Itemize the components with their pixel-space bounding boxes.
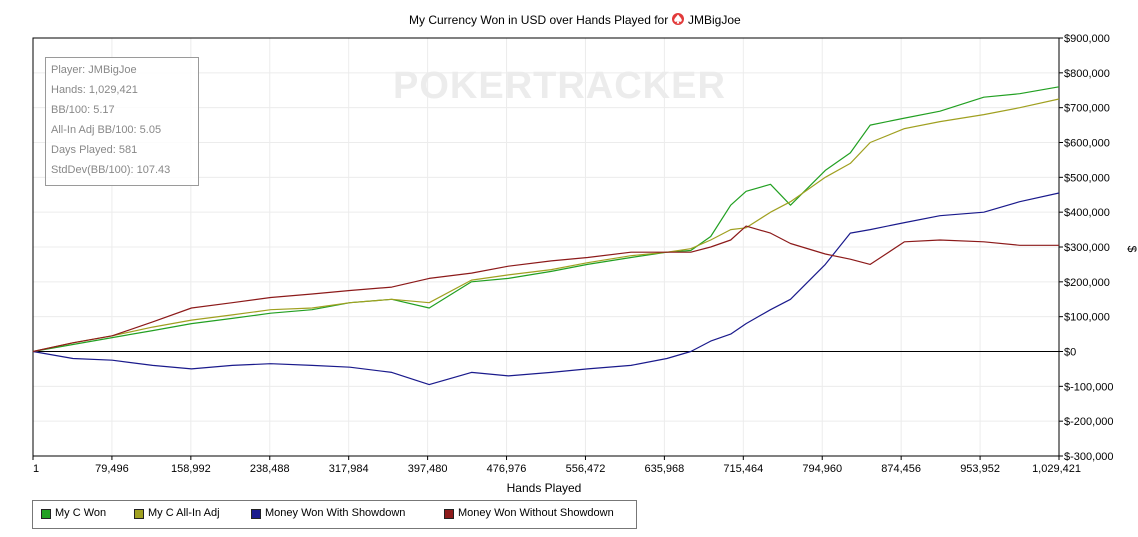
x-axis-ticks: 1 79,496 158,992 238,488 317,984 397,480 476,9…: [32, 456, 1081, 475]
legend-label: My C All-In Adj: [148, 507, 220, 519]
y-tick-label: $100,000: [1064, 312, 1110, 324]
y-axis-ticks: $900,000 $800,000 $700,000 $600,000 $500,000…: [1059, 33, 1114, 463]
series-line-money-won-with-showdown: [32, 192, 1060, 386]
x-tick-label: 794,960: [802, 463, 842, 475]
y-tick-label: $600,000: [1064, 138, 1110, 150]
stats-days-played: Days Played: 581: [51, 144, 138, 156]
spade-icon: [672, 13, 684, 25]
legend-label: My C Won: [55, 507, 107, 519]
watermark-logo: POKERTRACKER: [393, 65, 726, 107]
x-tick-label: 874,456: [881, 463, 921, 475]
legend-swatch: [134, 509, 144, 519]
x-tick-label: 158,992: [171, 463, 211, 475]
x-axis-label: Hands Played: [507, 481, 582, 495]
x-tick-label: 953,952: [960, 463, 1000, 475]
y-tick-label: $900,000: [1064, 33, 1110, 45]
stats-player: Player: JMBigJoe: [51, 64, 137, 76]
legend: My C Won My C All-In Adj Money Won With …: [32, 500, 637, 529]
y-tick-label: $-100,000: [1064, 381, 1114, 393]
stats-hands: Hands: 1,029,421: [51, 84, 138, 96]
x-tick-label: 79,496: [95, 463, 129, 475]
y-tick-label: $500,000: [1064, 172, 1110, 184]
legend-swatch: [41, 509, 51, 519]
chart-title: My Currency Won in USD over Hands Played…: [409, 13, 668, 27]
series-layer: [32, 86, 1060, 386]
x-tick-label: 715,464: [723, 463, 763, 475]
y-tick-label: $200,000: [1064, 277, 1110, 289]
legend-swatch: [251, 509, 261, 519]
x-tick-label: 476,976: [487, 463, 527, 475]
y-tick-label: $800,000: [1064, 68, 1110, 80]
y-tick-label: $-300,000: [1064, 451, 1114, 463]
x-tick-label: 397,480: [408, 463, 448, 475]
x-tick-label: 635,968: [645, 463, 685, 475]
legend-label: Money Won Without Showdown: [458, 507, 614, 519]
chart-title-player: JMBigJoe: [688, 13, 741, 27]
x-tick-label: 556,472: [566, 463, 606, 475]
legend-label: Money Won With Showdown: [265, 507, 406, 519]
y-axis-label: $: [1125, 246, 1138, 253]
stats-bb100: BB/100: 5.17: [51, 104, 115, 116]
y-tick-label: $300,000: [1064, 242, 1110, 254]
stats-box: Player: JMBigJoe Hands: 1,029,421 BB/100…: [45, 57, 199, 186]
x-tick-label: 317,984: [329, 463, 369, 475]
series-line-my-c-won: [32, 86, 1060, 353]
series-line-my-c-all-in-adj: [32, 98, 1060, 353]
x-tick-label: 1,029,421: [1032, 463, 1081, 475]
stats-allin-bb100: All-In Adj BB/100: 5.05: [51, 124, 162, 136]
y-tick-label: $700,000: [1064, 103, 1110, 115]
x-tick-label: 1: [33, 463, 39, 475]
y-tick-label: $-200,000: [1064, 416, 1114, 428]
grid: [32, 37, 1060, 457]
y-tick-label: $0: [1064, 347, 1076, 359]
stats-stddev: StdDev(BB/100): 107.43: [51, 164, 171, 176]
legend-swatch: [444, 509, 454, 519]
y-tick-label: $400,000: [1064, 207, 1110, 219]
x-tick-label: 238,488: [250, 463, 290, 475]
series-line-money-won-without-showdown: [32, 225, 1059, 353]
